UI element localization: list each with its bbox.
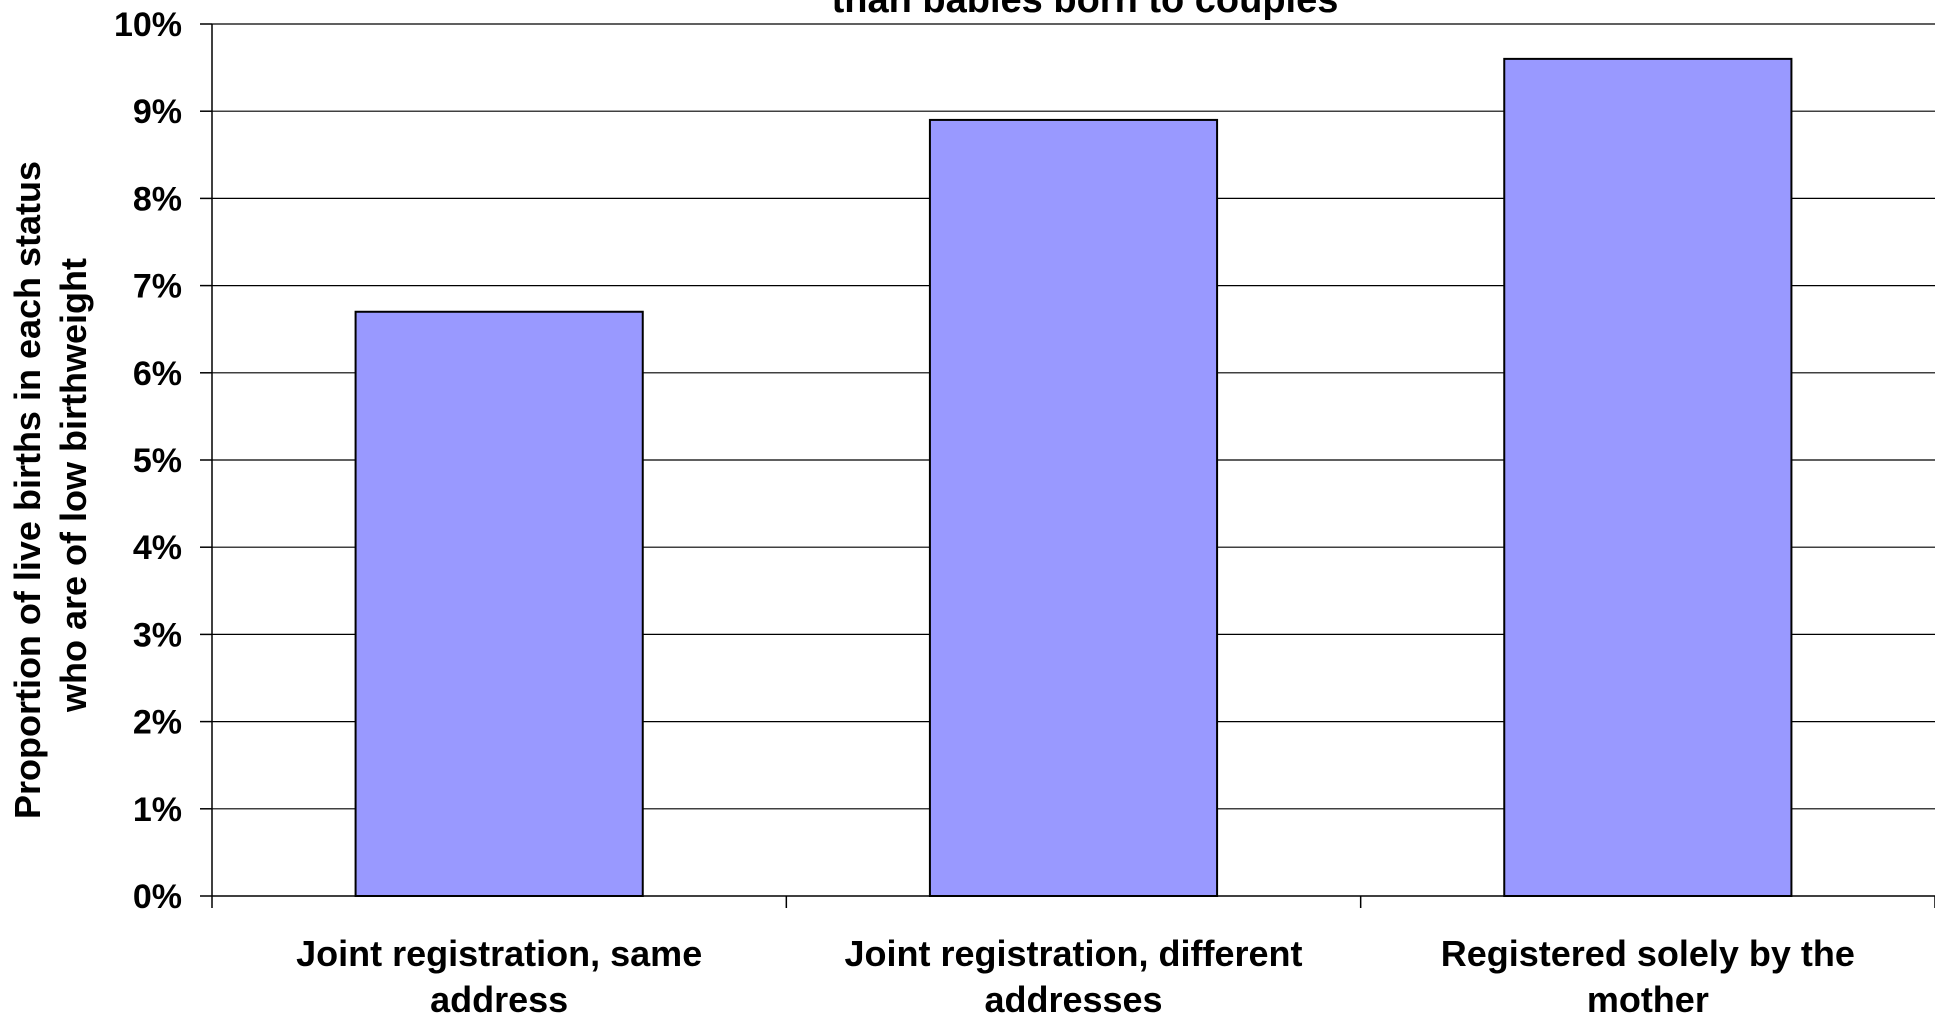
x-category-label-line: address xyxy=(430,979,568,1017)
bar xyxy=(928,118,1219,898)
y-tick-label: 9% xyxy=(133,93,182,131)
y-axis-label: Proportion of live births in each status… xyxy=(7,151,94,819)
y-tick-label: 2% xyxy=(133,704,182,742)
y-tick-label: 8% xyxy=(133,180,182,218)
x-category-label: Registered solely by the mother xyxy=(1441,933,1855,1017)
axes xyxy=(200,23,1935,908)
x-category-label-line: Joint registration, same xyxy=(296,933,702,974)
chart-title: than babies born to couples xyxy=(832,0,1339,21)
x-category-label-line: addresses xyxy=(984,979,1162,1017)
y-tick-label: 7% xyxy=(133,268,182,306)
bars xyxy=(354,57,1793,898)
x-category-label: Joint registration, same address xyxy=(296,933,702,1017)
x-category-label-line: mother xyxy=(1587,979,1709,1017)
y-tick-label: 6% xyxy=(133,355,182,393)
y-axis-label-line-1: Proportion of live births in each status xyxy=(7,161,48,819)
y-tick-label: 10% xyxy=(114,6,182,44)
y-tick-label: 5% xyxy=(133,442,182,480)
y-tick-label: 0% xyxy=(133,878,182,916)
bar xyxy=(354,310,644,897)
x-category-label-line: Registered solely by the xyxy=(1441,933,1855,974)
x-category-label-line: Joint registration, different xyxy=(844,933,1302,974)
y-tick-label: 4% xyxy=(133,529,182,567)
y-tick-label: 3% xyxy=(133,616,182,654)
y-axis-label-line-2: who are of low birthweight xyxy=(53,258,94,713)
y-tick-label: 1% xyxy=(133,791,182,829)
bar xyxy=(1503,57,1793,897)
x-category-label: Joint registration, different addresses xyxy=(844,933,1302,1017)
y-tick-labels: 0% 1% 2% 3% 4% 5% 6% 7% 8% 9% 10% xyxy=(114,6,182,916)
